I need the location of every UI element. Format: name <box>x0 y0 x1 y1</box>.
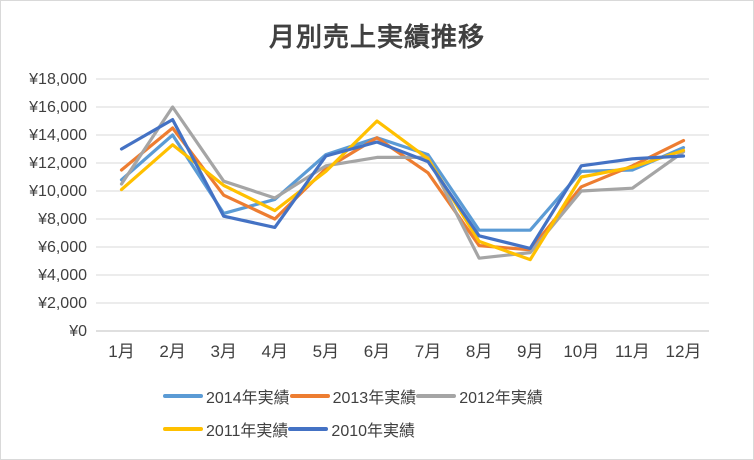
legend-item-2011年実績: 2011年実績 <box>163 417 288 441</box>
y-tick-label: ¥6,000 <box>37 239 87 256</box>
legend-label: 2011年実績 <box>206 423 289 440</box>
x-tick-label: 4月 <box>262 342 288 361</box>
y-tick-label: ¥16,000 <box>28 99 87 116</box>
y-tick-label: ¥2,000 <box>37 295 87 312</box>
series-line-2010年実績 <box>119 117 686 250</box>
x-tick-label: 1月 <box>108 342 134 361</box>
y-tick-label: ¥4,000 <box>37 267 87 284</box>
legend-line-swatch <box>416 394 457 398</box>
y-tick-label: ¥0 <box>68 323 87 340</box>
x-tick-label: 2月 <box>159 342 185 361</box>
x-tick-label: 3月 <box>210 342 236 361</box>
x-tick-label: 12月 <box>665 342 701 361</box>
x-tick-label: 9月 <box>517 342 543 361</box>
x-tick-label: 10月 <box>563 342 599 361</box>
legend-label: 2012年実績 <box>459 390 543 407</box>
x-tick-label: 5月 <box>313 342 339 361</box>
legend-item-2014年実績: 2014年実績 <box>163 384 290 408</box>
legend-line-swatch <box>163 427 203 431</box>
legend-item-2013年実績: 2013年実績 <box>289 384 417 408</box>
series-line-2012年実績 <box>119 105 686 260</box>
legend-item-2010年実績: 2010年実績 <box>288 417 415 441</box>
legend-line-swatch <box>288 427 329 431</box>
y-tick-label: ¥14,000 <box>28 127 87 144</box>
y-tick-label: ¥8,000 <box>37 211 87 228</box>
y-tick-label: ¥10,000 <box>28 183 87 200</box>
chart-legend: 2014年実績 2013年実績 2012年実績 2011年実績 2010年実績 <box>163 384 543 441</box>
legend-row: 2011年実績 2010年実績 <box>163 417 543 441</box>
series-line-2011年実績 <box>119 119 686 262</box>
y-tick-label: ¥18,000 <box>28 71 87 88</box>
chart-title: 月別売上実績推移 <box>268 22 485 52</box>
legend-label: 2014年実績 <box>206 390 290 407</box>
x-tick-label: 6月 <box>364 342 390 361</box>
series-line-2013年実績 <box>119 126 686 252</box>
legend-line-swatch <box>289 394 330 398</box>
x-tick-label: 11月 <box>615 342 650 361</box>
legend-row: 2014年実績 2013年実績 2012年実績 <box>163 384 543 408</box>
legend-line-swatch <box>163 394 203 398</box>
legend-item-2012年実績: 2012年実績 <box>416 384 543 408</box>
x-tick-label: 7月 <box>415 342 441 361</box>
legend-label: 2010年実績 <box>331 423 416 440</box>
x-tick-label: 8月 <box>466 342 492 361</box>
legend-label: 2013年実績 <box>332 390 417 407</box>
y-tick-label: ¥12,000 <box>28 155 87 172</box>
